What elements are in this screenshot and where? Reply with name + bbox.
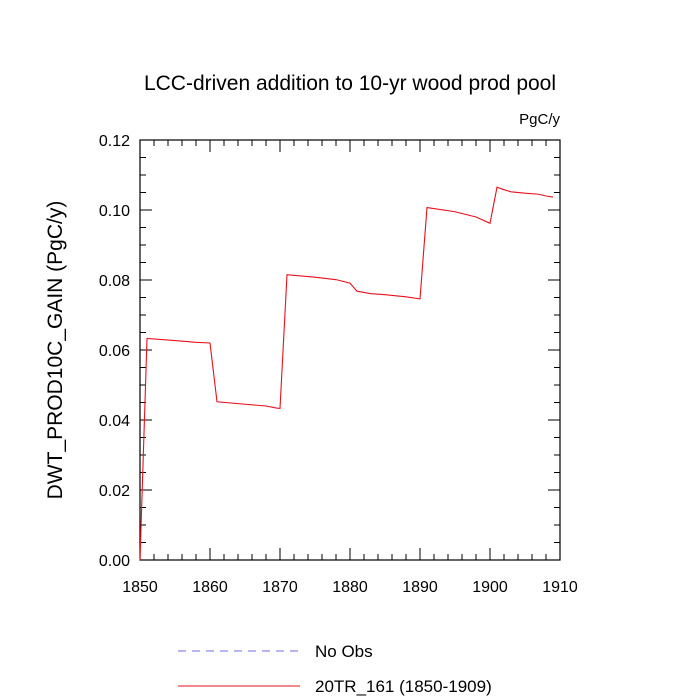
y-tick-label: 0.06 (99, 343, 130, 360)
chart-title: LCC-driven addition to 10-yr wood prod p… (144, 72, 556, 95)
legend-label-0: No Obs (315, 642, 373, 661)
axis-ticks (139, 139, 561, 561)
x-tick-label: 1910 (542, 579, 578, 596)
x-tick-label: 1860 (192, 579, 228, 596)
plot-frame (139, 139, 561, 561)
y-tick-label: 0.00 (99, 553, 130, 570)
y-tick-label: 0.04 (99, 413, 130, 430)
y-tick-labels: 0.00 0.02 0.04 0.06 0.08 0.10 0.12 (99, 133, 130, 570)
y-axis-label: DWT_PROD10C_GAIN (PgC/y) (44, 201, 67, 500)
x-tick-label: 1850 (122, 579, 158, 596)
x-tick-label: 1900 (472, 579, 508, 596)
legend-label-1: 20TR_161 (1850-1909) (315, 677, 492, 696)
x-tick-labels: 1850 1860 1870 1880 1890 1900 1910 (122, 579, 578, 596)
legend: No Obs 20TR_161 (1850-1909) (178, 642, 492, 696)
x-tick-label: 1890 (402, 579, 438, 596)
series-layer (139, 186, 554, 561)
series-line-1 (139, 186, 554, 561)
x-tick-label: 1870 (262, 579, 298, 596)
y-tick-label: 0.02 (99, 483, 130, 500)
y-tick-label: 0.12 (99, 133, 130, 150)
y-tick-label: 0.10 (99, 203, 130, 220)
x-tick-label: 1880 (332, 579, 368, 596)
y-tick-label: 0.08 (99, 273, 130, 290)
units-label: PgC/y (519, 111, 560, 128)
